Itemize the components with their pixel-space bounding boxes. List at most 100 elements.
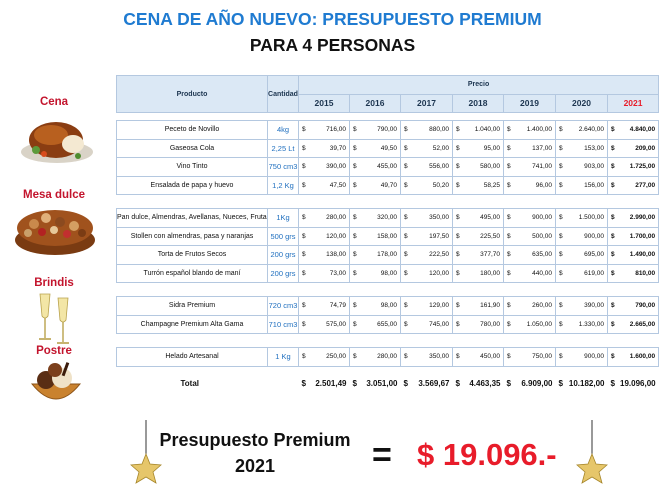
price-cell: $635,00: [503, 245, 556, 265]
price-amount: 390,00: [326, 163, 346, 171]
price-cell: $73,00: [298, 263, 350, 283]
currency-sign: $: [611, 269, 615, 277]
price-cell: $900,00: [503, 208, 556, 228]
price-value: $49,50: [351, 144, 400, 152]
price-value: $280,00: [300, 214, 349, 222]
price-cell: $178,00: [349, 245, 401, 265]
currency-sign: $: [611, 251, 615, 259]
price-amount: 138,00: [326, 251, 346, 259]
product-quantity: 4kg: [267, 120, 299, 140]
product-name: Helado Artesanal: [116, 347, 268, 367]
price-cell: $320,00: [349, 208, 401, 228]
currency-sign: $: [302, 232, 306, 240]
price-cell: $575,00: [298, 314, 350, 334]
champagne-glasses-icon: [39, 293, 69, 344]
price-value: $158,00: [351, 233, 400, 240]
price-cell: $350,00: [400, 347, 453, 367]
price-amount: 350,00: [429, 353, 449, 361]
equals-sign: =: [372, 436, 392, 474]
header-year: 2017: [400, 93, 453, 113]
price-cell: $745,00: [400, 314, 453, 334]
price-value: $260,00: [505, 302, 555, 309]
currency-sign: $: [558, 378, 563, 388]
price-cell: $1.600,00: [606, 347, 660, 367]
row-spacer: [117, 283, 659, 297]
price-value: $120,00: [300, 232, 349, 240]
price-cell: $120,00: [400, 263, 453, 283]
price-cell: $74,79: [298, 296, 350, 316]
price-value: $197,50: [402, 233, 452, 240]
price-value: $1.040,00: [454, 126, 503, 134]
price-value: $450,00: [454, 353, 503, 360]
price-value: $440,00: [505, 269, 555, 277]
total-amount: 2.501,49: [315, 378, 347, 388]
price-amount: 750,00: [532, 353, 552, 361]
price-value: $619,00: [557, 270, 607, 277]
price-cell: $250,00: [298, 347, 350, 367]
currency-sign: $: [507, 353, 511, 361]
currency-sign: $: [507, 232, 511, 240]
total-cell: $19.096,00: [608, 366, 659, 400]
total-value: $3.569,67: [401, 379, 453, 388]
total-value: $3.051,00: [350, 379, 401, 388]
section-label-cena: Cena: [39, 96, 69, 108]
price-amount: 52,00: [432, 144, 449, 152]
price-value: $137,00: [505, 144, 555, 152]
price-value: $903,00: [557, 163, 607, 171]
star-ornament-icon: [130, 420, 162, 484]
price-amount: 49,50: [380, 144, 397, 152]
total-cell: $6.909,00: [504, 366, 556, 400]
price-amount: 95,00: [483, 144, 500, 152]
currency-sign: $: [353, 269, 357, 277]
price-cell: $280,00: [349, 347, 401, 367]
price-cell: $1.500,00: [555, 208, 608, 228]
total-amount: 3.569,67: [418, 378, 450, 388]
price-amount: 1.725,00: [629, 163, 656, 171]
price-value: $1.700,00: [609, 233, 658, 240]
currency-sign: $: [559, 214, 563, 222]
page-title: CENA DE AÑO NUEVO: PRESUPUESTO PREMIUM: [123, 9, 542, 29]
total-amount: 4.463,35: [469, 378, 501, 388]
price-cell: $225,50: [452, 226, 504, 246]
price-amount: 500,00: [532, 232, 552, 240]
price-value: $280,00: [351, 353, 400, 361]
currency-sign: $: [404, 181, 408, 189]
currency-sign: $: [506, 378, 511, 388]
price-cell: $900,00: [555, 226, 608, 246]
price-value: $1.050,00: [505, 321, 555, 328]
currency-sign: $: [353, 126, 357, 134]
price-cell: $98,00: [349, 296, 401, 316]
price-value: $745,00: [402, 321, 452, 328]
price-amount: 280,00: [377, 353, 397, 361]
page-subtitle: PARA 4 PERSONAS: [249, 35, 416, 55]
price-amount: 250,00: [326, 353, 346, 361]
total-cell: $4.463,35: [453, 366, 504, 400]
price-cell: $495,00: [452, 208, 504, 228]
price-amount: 350,00: [429, 214, 449, 222]
currency-sign: $: [507, 269, 511, 277]
price-cell: $1.040,00: [452, 120, 504, 140]
currency-sign: $: [302, 126, 306, 134]
price-cell: $58,25: [452, 175, 504, 195]
total-cell: $10.182,00: [556, 366, 608, 400]
price-cell: $209,00: [606, 138, 660, 158]
price-value: $1.725,00: [609, 163, 658, 171]
currency-sign: $: [353, 302, 357, 310]
price-value: $900,00: [505, 214, 555, 221]
price-cell: $96,00: [503, 175, 556, 195]
table-row: Champagne Premium Alta Gama 710 cm3 $575,0…: [116, 314, 660, 334]
product-quantity: 200 grs: [267, 245, 299, 265]
price-value: $741,00: [505, 163, 555, 170]
price-amount: 277,00: [635, 181, 656, 189]
price-amount: 1.040,00: [474, 126, 500, 134]
currency-sign: $: [404, 251, 408, 259]
price-value: $790,00: [609, 302, 658, 309]
currency-sign: $: [507, 144, 511, 152]
price-amount: 98,00: [380, 269, 397, 277]
price-amount: 58,25: [483, 181, 500, 189]
price-cell: $450,00: [452, 347, 504, 367]
price-amount: 2.665,00: [629, 320, 656, 328]
currency-sign: $: [507, 251, 511, 259]
price-amount: 280,00: [326, 214, 346, 222]
currency-sign: $: [559, 163, 563, 171]
